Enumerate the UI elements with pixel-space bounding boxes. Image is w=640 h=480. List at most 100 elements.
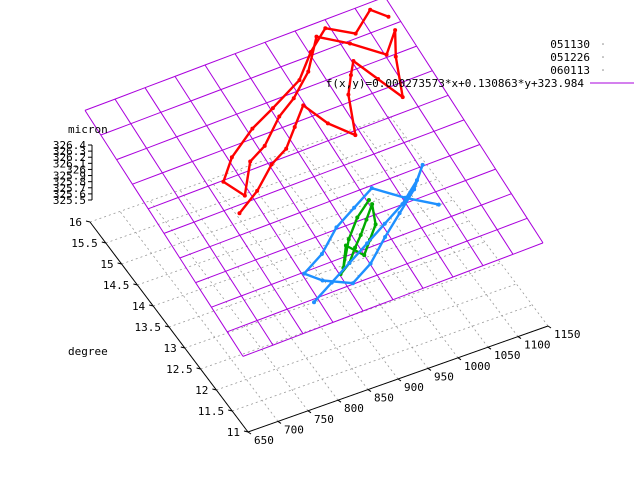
base-grid-line	[137, 178, 438, 286]
y-tick-mark	[85, 220, 91, 223]
y-tick-label: 14.5	[103, 279, 130, 292]
x-tick-label: 1050	[494, 349, 521, 362]
x-tick-mark	[547, 325, 552, 329]
x-tick-mark	[367, 389, 372, 393]
data-point	[384, 52, 389, 57]
x-tick-label: 750	[314, 413, 334, 426]
x-tick-mark	[397, 378, 402, 382]
x-tick-label: 1150	[554, 328, 581, 341]
data-point	[412, 187, 417, 192]
y-tick-label: 12	[195, 384, 208, 397]
base-grid	[89, 115, 549, 433]
y-tick-mark	[117, 262, 122, 265]
plane-mesh-line	[132, 70, 433, 185]
data-point	[319, 252, 324, 256]
y-tick-label: 13	[164, 342, 177, 355]
data-point	[346, 237, 351, 242]
z-tick-label: 326.1	[53, 157, 86, 170]
base-grid-line	[149, 200, 309, 412]
data-point	[386, 14, 391, 19]
data-point	[320, 278, 325, 283]
plane-mesh-line	[227, 217, 528, 333]
z-tick-label: 325.8	[53, 176, 86, 189]
x-tick-mark	[247, 431, 252, 435]
base-grid-line	[329, 136, 489, 348]
data-point	[242, 193, 247, 198]
data-point	[284, 146, 289, 151]
data-point	[312, 300, 317, 305]
data-point	[414, 178, 419, 183]
y-tick-label: 13.5	[135, 321, 162, 334]
data-point	[347, 41, 352, 46]
z-tick-label: 326	[66, 163, 86, 176]
data-point	[325, 121, 330, 126]
z-tick-label: 325.9	[53, 170, 86, 183]
data-point	[292, 125, 297, 130]
y-tick-label: 12.5	[166, 363, 193, 376]
data-point	[393, 54, 398, 59]
base-grid-line	[121, 157, 422, 265]
data-point	[393, 28, 398, 33]
data-point	[334, 225, 339, 230]
plane-mesh-line	[179, 144, 480, 259]
data-point	[436, 202, 441, 207]
data-point	[358, 232, 363, 237]
data-point	[368, 261, 373, 266]
z-tick-label: 325.7	[53, 182, 86, 195]
y-axis-label: degree	[68, 345, 108, 358]
base-grid-line	[168, 220, 470, 328]
y-tick-mark	[212, 388, 217, 391]
base-grid-line	[239, 168, 399, 380]
y-tick-label: 15	[100, 258, 113, 271]
data-point	[301, 103, 306, 108]
data-point	[364, 217, 369, 222]
data-point	[350, 281, 355, 286]
plane-mesh-line	[386, 0, 544, 244]
z-tick-label: 326.3	[53, 145, 86, 158]
z-axis-label: micron	[68, 123, 108, 136]
data-point	[420, 162, 425, 167]
plane-mesh-line	[116, 45, 417, 161]
series-051130	[221, 7, 405, 216]
data-point	[352, 205, 357, 210]
data-point	[365, 241, 370, 246]
x-tick-mark	[277, 420, 282, 424]
x-tick-mark	[457, 357, 462, 361]
z-tick-label: 326.2	[53, 151, 86, 164]
data-point	[348, 73, 353, 78]
y-tick-label: 14	[132, 300, 146, 313]
x-tick-label: 950	[434, 370, 454, 383]
legend-label: 051130	[550, 38, 590, 51]
data-point	[370, 202, 375, 207]
legend: 051130051226060113f(x,y)=0.000273573*x+0…	[326, 38, 634, 90]
y-tick-mark	[164, 325, 170, 328]
x-tick-label: 1100	[524, 339, 551, 352]
data-points	[221, 7, 441, 305]
plane-mesh-line	[195, 168, 496, 284]
base-grid-line	[389, 115, 549, 327]
x-tick-mark	[337, 399, 342, 403]
series-trace	[222, 8, 404, 215]
legend-label: 060113	[550, 64, 590, 77]
x-tick-label: 700	[284, 423, 304, 436]
data-point	[308, 50, 313, 55]
base-grid-line	[153, 199, 454, 307]
x-tick-label: 900	[404, 381, 424, 394]
data-point	[343, 243, 348, 248]
legend-label: f(x,y)=0.000273573*x+0.130863*y+323.984	[326, 77, 585, 90]
data-point	[353, 133, 358, 138]
data-point	[237, 211, 242, 216]
data-point	[297, 78, 302, 83]
z-axis: 326.4326.3326.2326.1326325.9325.8325.732…	[53, 139, 93, 207]
base-grid-line	[299, 147, 459, 359]
y-tick-label: 11.5	[198, 405, 225, 418]
z-tick-label: 326.4	[53, 139, 86, 152]
legend-dot	[602, 69, 604, 71]
data-point	[373, 222, 378, 227]
data-point	[306, 69, 311, 74]
base-grid-line	[89, 115, 391, 223]
data-point	[269, 162, 274, 167]
x-tick-label: 1000	[464, 360, 491, 373]
legend-label: 051226	[550, 51, 590, 64]
